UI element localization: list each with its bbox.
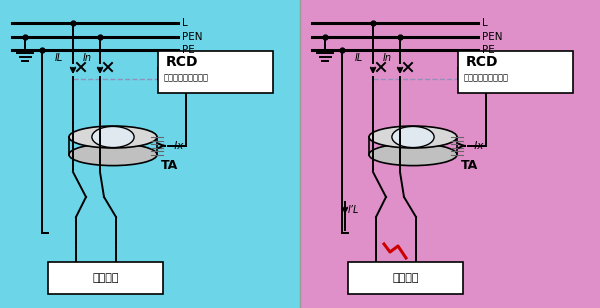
Ellipse shape — [69, 144, 157, 166]
Text: 用电设备: 用电设备 — [92, 273, 119, 283]
Text: L: L — [182, 18, 188, 28]
Ellipse shape — [369, 144, 457, 166]
Text: 漏电检测及控制装置: 漏电检测及控制装置 — [464, 74, 509, 83]
Ellipse shape — [392, 127, 434, 148]
Text: Ix: Ix — [471, 141, 484, 151]
Text: 用电设备: 用电设备 — [392, 273, 419, 283]
Text: Ix: Ix — [171, 141, 184, 151]
Ellipse shape — [369, 126, 457, 148]
Text: PE: PE — [482, 45, 495, 55]
Text: In: In — [83, 53, 92, 63]
Text: IL: IL — [355, 53, 363, 63]
Ellipse shape — [69, 126, 157, 148]
Text: PEN: PEN — [482, 32, 503, 42]
Text: 漏电检测及控制装置: 漏电检测及控制装置 — [164, 74, 209, 83]
Text: RCD: RCD — [466, 55, 499, 69]
Bar — [158, 51, 273, 93]
Polygon shape — [0, 0, 300, 308]
Text: I’L: I’L — [348, 205, 359, 215]
Text: L: L — [482, 18, 488, 28]
Polygon shape — [300, 0, 600, 308]
Text: TA: TA — [161, 159, 178, 172]
Text: In: In — [383, 53, 392, 63]
Ellipse shape — [92, 127, 134, 148]
Text: PE: PE — [182, 45, 195, 55]
Text: IL: IL — [55, 53, 63, 63]
Text: PEN: PEN — [182, 32, 203, 42]
Bar — [458, 51, 573, 93]
Text: TA: TA — [461, 159, 478, 172]
Bar — [348, 262, 463, 294]
Bar — [48, 262, 163, 294]
Text: RCD: RCD — [166, 55, 199, 69]
